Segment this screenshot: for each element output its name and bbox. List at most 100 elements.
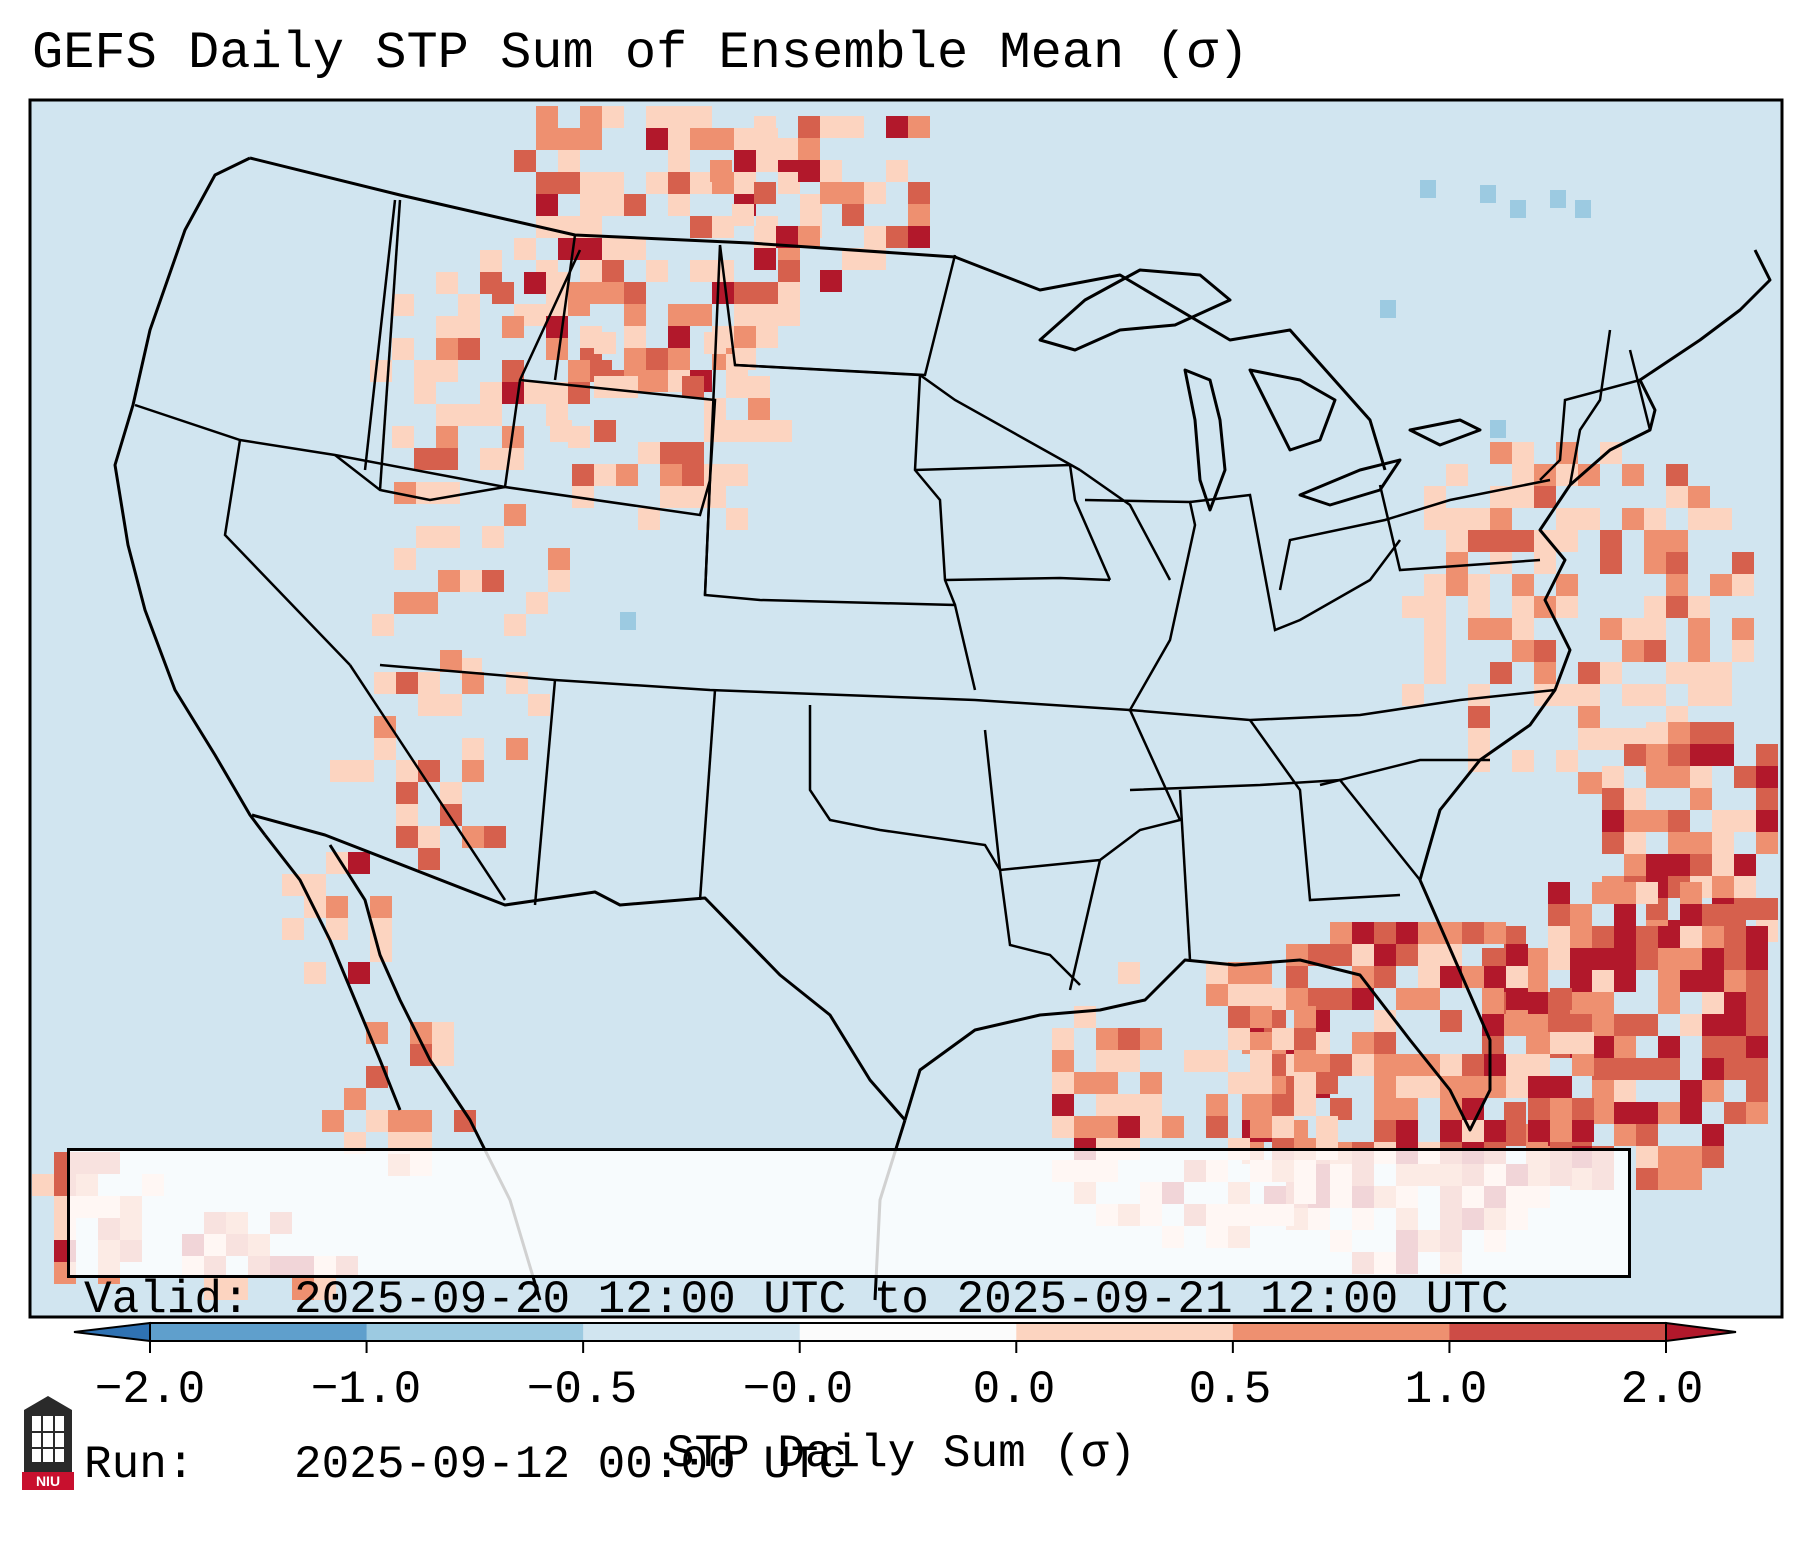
anomaly-cell (1140, 1094, 1162, 1116)
anomaly-cell (886, 226, 908, 248)
anomaly-cell (1440, 1054, 1462, 1076)
anomaly-cell (668, 194, 690, 216)
anomaly-cell (1374, 1032, 1396, 1054)
anomaly-cell (1206, 1050, 1228, 1072)
anomaly-cell (580, 128, 602, 150)
anomaly-cell (1534, 552, 1556, 574)
anomaly-cell (1526, 1014, 1548, 1036)
canada-border (249, 156, 1387, 471)
anomaly-cell (594, 464, 616, 486)
anomaly-cell (756, 282, 778, 304)
anomaly-cell (1506, 966, 1528, 988)
anomaly-cell (1506, 1076, 1528, 1098)
anomaly-cell (820, 116, 842, 138)
anomaly-cell (370, 896, 392, 918)
anomaly-cell (1690, 722, 1712, 744)
anomaly-cell (1624, 788, 1646, 810)
anomaly-cell (1528, 1032, 1550, 1054)
anomaly-cell (690, 128, 712, 150)
anomaly-cell (374, 716, 396, 738)
anomaly-cell (1702, 926, 1724, 948)
anomaly-cell (1512, 442, 1534, 464)
anomaly-cell (1118, 1050, 1140, 1072)
anomaly-cell (1746, 948, 1768, 970)
anomaly-cell (748, 376, 770, 398)
colorbar-tick-label: 0.0 (972, 1364, 1056, 1416)
anomaly-cell (1602, 788, 1624, 810)
anomaly-cell (1402, 684, 1424, 706)
anomaly-cell (1446, 530, 1468, 552)
anomaly-cell (536, 194, 558, 216)
map-frame (28, 98, 1784, 1319)
anomaly-cell (528, 694, 550, 716)
anomaly-cell (536, 128, 558, 150)
anomaly-cell (1592, 1014, 1614, 1036)
anomaly-cell (1702, 1124, 1724, 1146)
anomaly-cell (1418, 944, 1440, 966)
anomaly-cell (572, 464, 594, 486)
anomaly-cell (580, 172, 602, 194)
colorbar-tick-label: −1.0 (310, 1364, 422, 1416)
colorbar-tick-label: 2.0 (1620, 1364, 1704, 1416)
anomaly-cell (1702, 1014, 1724, 1036)
anomaly-cell (1484, 966, 1506, 988)
anomaly-cell (1294, 1028, 1316, 1050)
anomaly-cell (458, 404, 480, 426)
anomaly-cell (1352, 1054, 1374, 1076)
anomaly-cell (1504, 1124, 1526, 1146)
anomaly-cell (908, 204, 930, 226)
anomaly-cell (690, 304, 712, 326)
anomaly-cell (1118, 962, 1140, 984)
anomaly-cell (506, 738, 528, 760)
anomaly-cell (1622, 508, 1644, 530)
anomaly-cell (1396, 944, 1418, 966)
anomaly-cell (734, 128, 756, 150)
anomaly-cell (1702, 948, 1724, 970)
anomaly-cell (1380, 300, 1396, 318)
anomaly-cell (1712, 832, 1734, 854)
anomaly-cell (524, 272, 546, 294)
anomaly-cell (1592, 1102, 1614, 1124)
anomaly-cell (1578, 662, 1600, 684)
anomaly-cell (1074, 1072, 1096, 1094)
anomaly-cell (1734, 876, 1756, 898)
anomaly-cell (1646, 810, 1668, 832)
colorbar-label: STP Daily Sum (σ) (666, 1428, 1137, 1480)
anomaly-cell (1572, 1120, 1594, 1142)
anomaly-cell (1468, 574, 1490, 596)
anomaly-cell (1352, 988, 1374, 1010)
anomaly-cell (348, 852, 370, 874)
anomaly-cell (602, 238, 624, 260)
anomaly-cell (480, 404, 502, 426)
anomaly-cell (1602, 810, 1624, 832)
anomaly-cell (726, 420, 748, 442)
anomaly-cell (1644, 684, 1666, 706)
anomaly-cell (1592, 882, 1614, 904)
anomaly-cell (1668, 766, 1690, 788)
anomaly-cell (1688, 618, 1710, 640)
anomaly-cell (292, 1278, 314, 1300)
anomaly-cell (1658, 1058, 1680, 1080)
anomaly-cell (1330, 1054, 1352, 1076)
anomaly-cell (1724, 1014, 1746, 1036)
anomaly-cell (1690, 854, 1712, 876)
anomaly-cell (594, 376, 616, 398)
anomaly-cell (1228, 984, 1250, 1006)
anomaly-cell (1250, 1050, 1272, 1072)
anomaly-cell (546, 338, 568, 360)
anomaly-cell (1374, 1120, 1396, 1142)
anomaly-cell (1575, 200, 1591, 218)
anomaly-cell (1658, 992, 1680, 1014)
lake-superior (1038, 268, 1232, 352)
anomaly-cell (1242, 1098, 1264, 1120)
anomaly-cell (1636, 882, 1658, 904)
anomaly-cell (638, 508, 660, 530)
anomaly-cell (1572, 1032, 1594, 1054)
anomaly-cell (646, 128, 668, 150)
anomaly-cell (1462, 1054, 1484, 1076)
anomaly-cell (418, 694, 440, 716)
anomaly-cell (1548, 882, 1570, 904)
anomaly-cell (1600, 728, 1622, 750)
anomaly-cell (1424, 618, 1446, 640)
anomaly-cell (550, 420, 572, 442)
